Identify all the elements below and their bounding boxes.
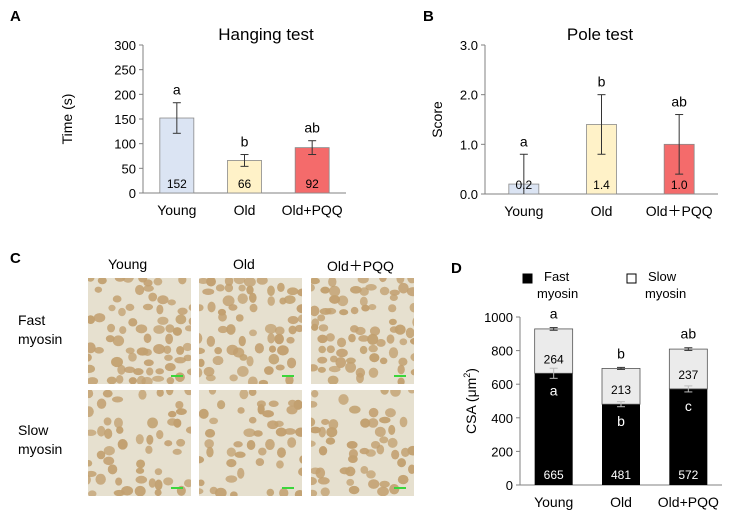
bar-slow-myosin	[668, 348, 708, 390]
myofiber-cluster	[311, 390, 414, 496]
significance-label-fast: c	[685, 398, 692, 414]
chart-title: Pole test	[567, 25, 633, 44]
y-tick-label: 0.0	[460, 187, 478, 202]
pole-test-chart: Pole test Score 0.0 1.0 2.0 3.0 0.2 a Young 1.4 b O…	[429, 25, 718, 219]
data-label-slow: 213	[611, 383, 631, 397]
y-tick-label: 0	[129, 186, 136, 201]
y-tick-label: 100	[114, 137, 136, 152]
hanging-test-chart: Hanging test Time (s) 0 50 100 150 200 250 300 15…	[59, 25, 346, 218]
bar-fast-myosin	[669, 388, 708, 485]
y-axis-label: CSA (μm2)	[462, 368, 479, 434]
significance-label: a	[520, 133, 528, 149]
row-label-line: myosin	[18, 441, 63, 457]
myofiber-cluster	[311, 278, 414, 384]
y-axis-label: Score	[429, 101, 445, 138]
x-tick-label: Young	[534, 494, 573, 510]
panel-letter-a: A	[10, 8, 21, 25]
legend-label-fast: myosin	[537, 286, 578, 301]
chart-title: Hanging test	[218, 25, 314, 44]
y-axis-label-close: )	[463, 368, 479, 373]
y-tick-label: 1000	[484, 310, 513, 325]
x-tick-label: Young	[157, 202, 196, 218]
row-label-slow-myosin: Slow myosin	[18, 421, 62, 459]
myofiber-cluster	[88, 278, 191, 384]
csa-chart: Fast myosin Slow myosin CSA (μm2) 0 200 400 600 8…	[462, 269, 722, 510]
y-tick-label: 400	[491, 411, 513, 426]
x-tick-label: Old	[610, 494, 632, 510]
y-tick-label: 150	[114, 112, 136, 127]
panel-letter-d: D	[451, 260, 462, 277]
row-label-fast-myosin: Fast myosin	[18, 311, 62, 349]
y-axis-label-unit: (μm	[463, 378, 479, 402]
y-axis-label: Time (s)	[59, 94, 75, 145]
y-tick-label: 800	[491, 344, 513, 359]
x-tick-label: Old+PQQ	[658, 494, 719, 510]
y-tick-label: 300	[114, 38, 136, 53]
data-label: 0.2	[515, 178, 532, 192]
data-label-slow: 237	[678, 368, 698, 382]
y-tick-label: 250	[114, 63, 136, 78]
y-tick-label: 200	[491, 444, 513, 459]
legend-label-slow: myosin	[645, 286, 686, 301]
row-label-line: Slow	[18, 422, 49, 438]
column-label-old: Old	[233, 256, 255, 272]
y-tick-label: 1.0	[460, 137, 478, 152]
significance-label: b	[241, 134, 249, 150]
y-tick-label: 50	[122, 161, 136, 176]
data-label-fast: 665	[544, 468, 564, 482]
y-tick-label: 3.0	[460, 38, 478, 53]
bar-fast-myosin	[602, 404, 640, 485]
column-label-young: Young	[108, 256, 148, 272]
myofiber-cluster	[88, 390, 191, 496]
data-label: 66	[238, 177, 252, 191]
y-tick-label: 0	[506, 478, 513, 493]
x-tick-label: Old	[234, 202, 256, 218]
y-axis-label-superscript: 2	[462, 373, 472, 378]
y-tick-label: 600	[491, 377, 513, 392]
significance-label-total: a	[550, 306, 558, 322]
bar-fast-myosin	[534, 373, 573, 485]
data-label: 1.0	[671, 178, 688, 192]
column-label-old-pqq: Old＋PQQ	[327, 258, 394, 274]
row-label-line: Fast	[18, 312, 46, 328]
myofiber-cluster	[199, 390, 302, 496]
significance-label: a	[173, 82, 181, 98]
significance-label-total: b	[617, 345, 625, 361]
data-label-slow: 264	[544, 352, 564, 366]
row-label-line: myosin	[18, 331, 63, 347]
legend-label-slow: Slow	[648, 269, 677, 284]
data-label: 1.4	[593, 178, 610, 192]
data-label: 152	[167, 177, 187, 191]
x-tick-label: Old+PQQ	[282, 202, 343, 218]
significance-label-fast: b	[617, 413, 625, 429]
legend-swatch-fast	[522, 273, 533, 284]
myofiber-cluster	[199, 278, 302, 384]
x-tick-label: Young	[504, 203, 543, 219]
data-label: 92	[305, 177, 319, 191]
y-axis-label-text: CSA	[463, 402, 479, 434]
significance-label-fast: a	[550, 382, 558, 398]
panel-letter-c: C	[10, 250, 21, 267]
y-tick-label: 2.0	[460, 88, 478, 103]
significance-label-total: ab	[681, 326, 697, 342]
panel-letter-b: B	[423, 8, 434, 25]
y-tick-label: 200	[114, 87, 136, 102]
legend-label-fast: Fast	[544, 269, 570, 284]
micrograph-grid	[88, 278, 414, 496]
significance-label: b	[598, 74, 606, 90]
bar-slow-myosin	[534, 328, 574, 374]
legend-swatch-slow	[626, 273, 637, 284]
data-label-fast: 481	[611, 468, 631, 482]
significance-label: ab	[671, 94, 687, 110]
x-tick-label: Old	[591, 203, 613, 219]
significance-label: ab	[304, 120, 320, 136]
data-label-fast: 572	[678, 468, 698, 482]
x-tick-label: Old＋PQQ	[646, 203, 713, 219]
micrograph-panel: Young Old Old＋PQQ Fast myosin Slow myosi…	[0, 250, 440, 513]
